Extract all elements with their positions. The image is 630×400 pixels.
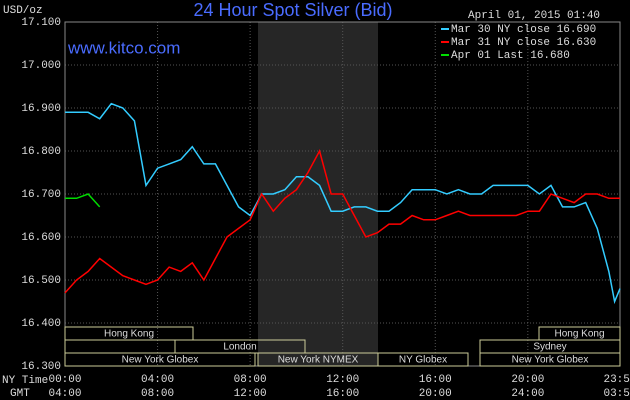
series-line (65, 193, 101, 208)
x2-tick-label: 08:00 (141, 388, 174, 400)
y-tick-label: 16.900 (21, 103, 61, 115)
series-line (65, 102, 621, 305)
x2-tick-label: 04:00 (48, 388, 81, 400)
session-box (64, 352, 256, 367)
x-tick-label: 08:00 (234, 374, 267, 386)
legend-label: Apr 01 Last 16.680 (451, 50, 570, 62)
x2-tick-label: 20:00 (419, 388, 452, 400)
x-tick-label: 16:00 (419, 374, 452, 386)
chart-title: 24 Hour Spot Silver (Bid) (193, 0, 392, 20)
session-box (64, 339, 176, 354)
x-tick-label: 20:00 (511, 374, 544, 386)
x2-tick-label: 16:00 (326, 388, 359, 400)
session-label: Hong Kong (104, 329, 154, 340)
y-tick-label: 16.800 (21, 146, 61, 158)
y-tick-label: 16.500 (21, 275, 61, 287)
x-tick-label: 12:00 (326, 374, 359, 386)
session-label: New York NYMEX (278, 355, 359, 366)
legend-label: Mar 31 NY close 16.630 (451, 37, 596, 49)
y-tick-label: 16.600 (21, 232, 61, 244)
series-line (64, 148, 620, 294)
y-tick-label: 17.000 (21, 60, 61, 72)
session-label: New York Globex (512, 355, 589, 366)
x2-axis-label: GMT (10, 388, 30, 400)
source: www.kitco.com (67, 38, 180, 57)
x2-tick-label: 24:00 (511, 388, 544, 400)
session-box (64, 326, 194, 341)
legend-label: Mar 30 NY close 16.690 (451, 24, 596, 36)
y-tick-label: 16.300 (21, 361, 61, 373)
y-tick-label: 16.400 (21, 318, 61, 330)
x-tick-label: 04:00 (141, 374, 174, 386)
y-tick-label: 16.700 (21, 189, 61, 201)
session-box (479, 352, 621, 367)
x2-tick-label: 03:59 (603, 388, 630, 400)
session-label: New York Globex (122, 355, 199, 366)
session-label: NY Globex (399, 355, 447, 366)
session-label: London (223, 342, 256, 353)
x-tick-label: 23:59 (603, 374, 630, 386)
x-axis-label: NY Time (2, 375, 48, 387)
x2-tick-label: 12:00 (234, 388, 267, 400)
session-box (377, 352, 469, 367)
unit-label: USD/oz (3, 5, 43, 17)
x-tick-label: 00:00 (48, 374, 81, 386)
session-label: Sydney (533, 342, 566, 353)
timestamp: April 01, 2015 01:40 (468, 10, 600, 22)
y-tick-label: 17.100 (21, 17, 61, 29)
session-label: Hong Kong (554, 329, 604, 340)
